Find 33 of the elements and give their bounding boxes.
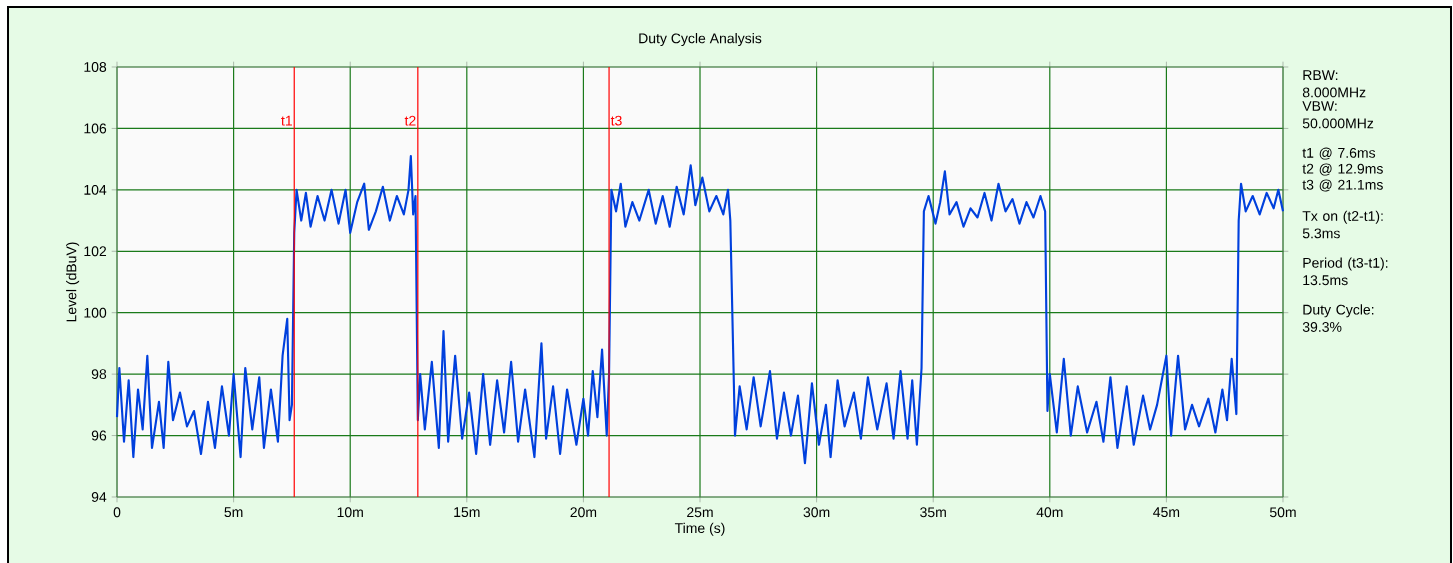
x-tick-label: 45m — [1153, 507, 1180, 518]
y-tick-label: 98 — [91, 369, 107, 380]
ref-line-label: t2 — [404, 115, 416, 126]
x-tick-label: 50m — [1269, 507, 1296, 518]
x-tick-label: 20m — [570, 507, 597, 518]
ref-line-label: t1 — [281, 115, 292, 126]
text: VBW: 50.000MHz — [1302, 101, 1374, 129]
text: Tx on (t2-t1): 5.3ms — [1302, 210, 1383, 239]
text: Period (t3-t1): 13.5ms — [1303, 257, 1388, 286]
x-tick-label: 40m — [1036, 507, 1063, 518]
ref-line-label: t3 — [610, 115, 622, 126]
x-tick-label: 5m — [224, 507, 243, 518]
text: t1 @ 7.6ms — [1302, 147, 1376, 160]
text: Duty Cycle: 39.3% — [1302, 304, 1374, 332]
y-tick-label: 94 — [91, 492, 107, 502]
y-tick-label: 100 — [84, 307, 107, 318]
x-tick-label: 0 — [113, 507, 121, 518]
x-tick-label: 30m — [803, 507, 830, 518]
x-axis-title: Time (s) — [674, 522, 725, 536]
y-tick-label: 108 — [84, 62, 107, 72]
x-tick-label: 35m — [920, 507, 946, 518]
y-axis-title: Level (dBuV) — [66, 242, 80, 322]
x-tick-label: 15m — [454, 507, 480, 518]
x-tick-label: 10m — [337, 507, 363, 518]
y-tick-label: 102 — [84, 246, 107, 257]
text: t2 @ 12.9ms — [1302, 163, 1383, 176]
text: t3 @ 21.1ms — [1302, 179, 1383, 192]
y-tick-label: 104 — [84, 184, 107, 195]
chart-title: Duty Cycle Analysis — [639, 33, 762, 47]
y-tick-label: 96 — [91, 430, 107, 441]
x-tick-label: 25m — [687, 507, 713, 518]
text: RBW: 8.000MHz — [1302, 70, 1366, 98]
y-tick-label: 106 — [84, 123, 107, 134]
